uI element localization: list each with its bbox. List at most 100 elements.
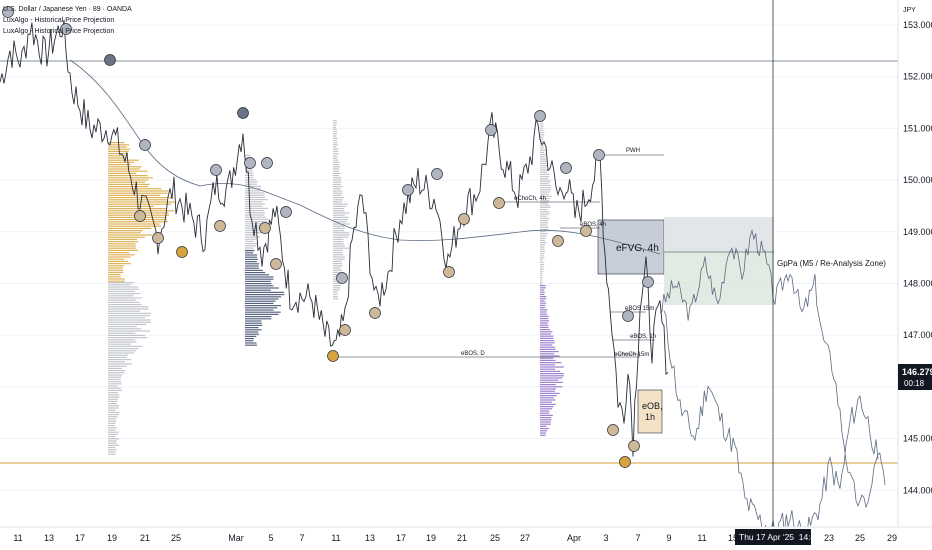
volume-bar [540, 355, 560, 357]
volume-bar [540, 381, 563, 383]
volume-bar [540, 215, 547, 217]
echoch-15m-label: eChoCh 15m [614, 352, 649, 358]
volume-bar [245, 296, 281, 298]
volume-bar [333, 271, 340, 273]
efvg-label: eFVG, 4h [616, 243, 659, 254]
volume-bar [333, 188, 341, 190]
volume-bar [540, 191, 551, 193]
volume-bar [245, 302, 274, 304]
price-tick-label: 153.000 [903, 20, 932, 30]
volume-bar [333, 183, 341, 185]
volume-bar [108, 438, 120, 440]
volume-bar [108, 227, 152, 229]
volume-bar [540, 333, 551, 335]
price-axis-bg [898, 0, 932, 550]
volume-bar [245, 285, 274, 287]
volume-bar [540, 206, 551, 208]
swing-marker [244, 157, 256, 169]
volume-bar [540, 313, 548, 315]
volume-bar [333, 238, 344, 240]
volume-bar [333, 133, 337, 135]
volume-bar [540, 253, 545, 255]
price-tick-label: 148.000 [903, 279, 932, 289]
volume-bar [333, 298, 339, 300]
volume-bar [245, 300, 276, 302]
volume-bar [108, 319, 151, 321]
volume-bar [540, 375, 564, 377]
volume-bar [245, 311, 281, 313]
volume-bar [108, 166, 142, 168]
volume-bar [540, 242, 547, 244]
volume-bar [108, 186, 149, 188]
volume-bar [108, 208, 167, 210]
volume-bar [108, 427, 117, 429]
volume-bar [333, 225, 345, 227]
volume-bar [245, 203, 266, 205]
volume-bar [108, 394, 119, 396]
volume-bar [540, 412, 550, 414]
volume-bar [108, 155, 125, 157]
volume-bar [108, 150, 129, 152]
volume-bar [108, 258, 125, 260]
volume-bar [540, 244, 546, 246]
volume-bar [333, 282, 340, 284]
volume-bar [245, 278, 274, 280]
volume-bar [333, 247, 350, 249]
volume-bar [540, 180, 551, 182]
volume-bar [245, 181, 258, 183]
volume-bar [108, 192, 168, 194]
volume-bar [540, 198, 550, 200]
pwh-label: PWH [626, 148, 640, 154]
volume-bar [333, 131, 337, 133]
echoch-4h-label: eChoCh, 4h [514, 196, 546, 202]
volume-bar [108, 418, 116, 420]
indicator-2-label[interactable]: LuxAlgo - Historical Price Projection [3, 28, 115, 35]
volume-bar [540, 158, 547, 160]
eob-label-line2: 1h [645, 412, 655, 422]
volume-bar [108, 359, 132, 361]
volume-bar [245, 177, 254, 179]
volume-bar [333, 122, 338, 124]
swing-marker [628, 440, 640, 452]
symbol-title[interactable]: U.S. Dollar / Japanese Yen · 89 · OANDA [3, 6, 132, 13]
volume-bar [333, 212, 350, 214]
volume-bar [108, 238, 137, 240]
volume-bar [333, 219, 348, 221]
volume-bar [540, 368, 555, 370]
volume-bar [540, 261, 544, 263]
volume-bar [245, 218, 269, 220]
volume-bar [245, 272, 266, 274]
volume-bar [245, 331, 259, 333]
indicator-1-label[interactable]: LuxAlgo - Historical Price Projection [3, 17, 115, 24]
volume-bar [245, 194, 265, 196]
volume-bar [333, 197, 345, 199]
volume-bar [540, 414, 553, 416]
volume-bar [333, 177, 342, 179]
volume-bar [540, 344, 553, 346]
volume-bar [333, 157, 338, 159]
swing-marker [431, 168, 443, 180]
volume-bar [245, 170, 253, 172]
volume-bar [245, 247, 254, 249]
chart-legend: U.S. Dollar / Japanese Yen · 89 · OANDA … [3, 4, 132, 37]
volume-bar [540, 217, 550, 219]
volume-bar [108, 378, 121, 380]
volume-bar [108, 274, 121, 276]
volume-bar [108, 420, 117, 422]
volume-bar [245, 340, 254, 342]
volume-bar [108, 370, 126, 372]
volume-bar [540, 406, 554, 408]
volume-bar [333, 256, 345, 258]
volume-bar [333, 175, 339, 177]
volume-bar [108, 381, 121, 383]
volume-bar [540, 283, 543, 285]
volume-bar [108, 181, 146, 183]
volume-bar [108, 444, 120, 446]
volume-bar [540, 213, 550, 215]
volume-bar [108, 194, 161, 196]
volume-bar [540, 428, 550, 430]
swing-marker [2, 6, 14, 18]
volume-bar [540, 322, 548, 324]
volume-bar [108, 225, 161, 227]
